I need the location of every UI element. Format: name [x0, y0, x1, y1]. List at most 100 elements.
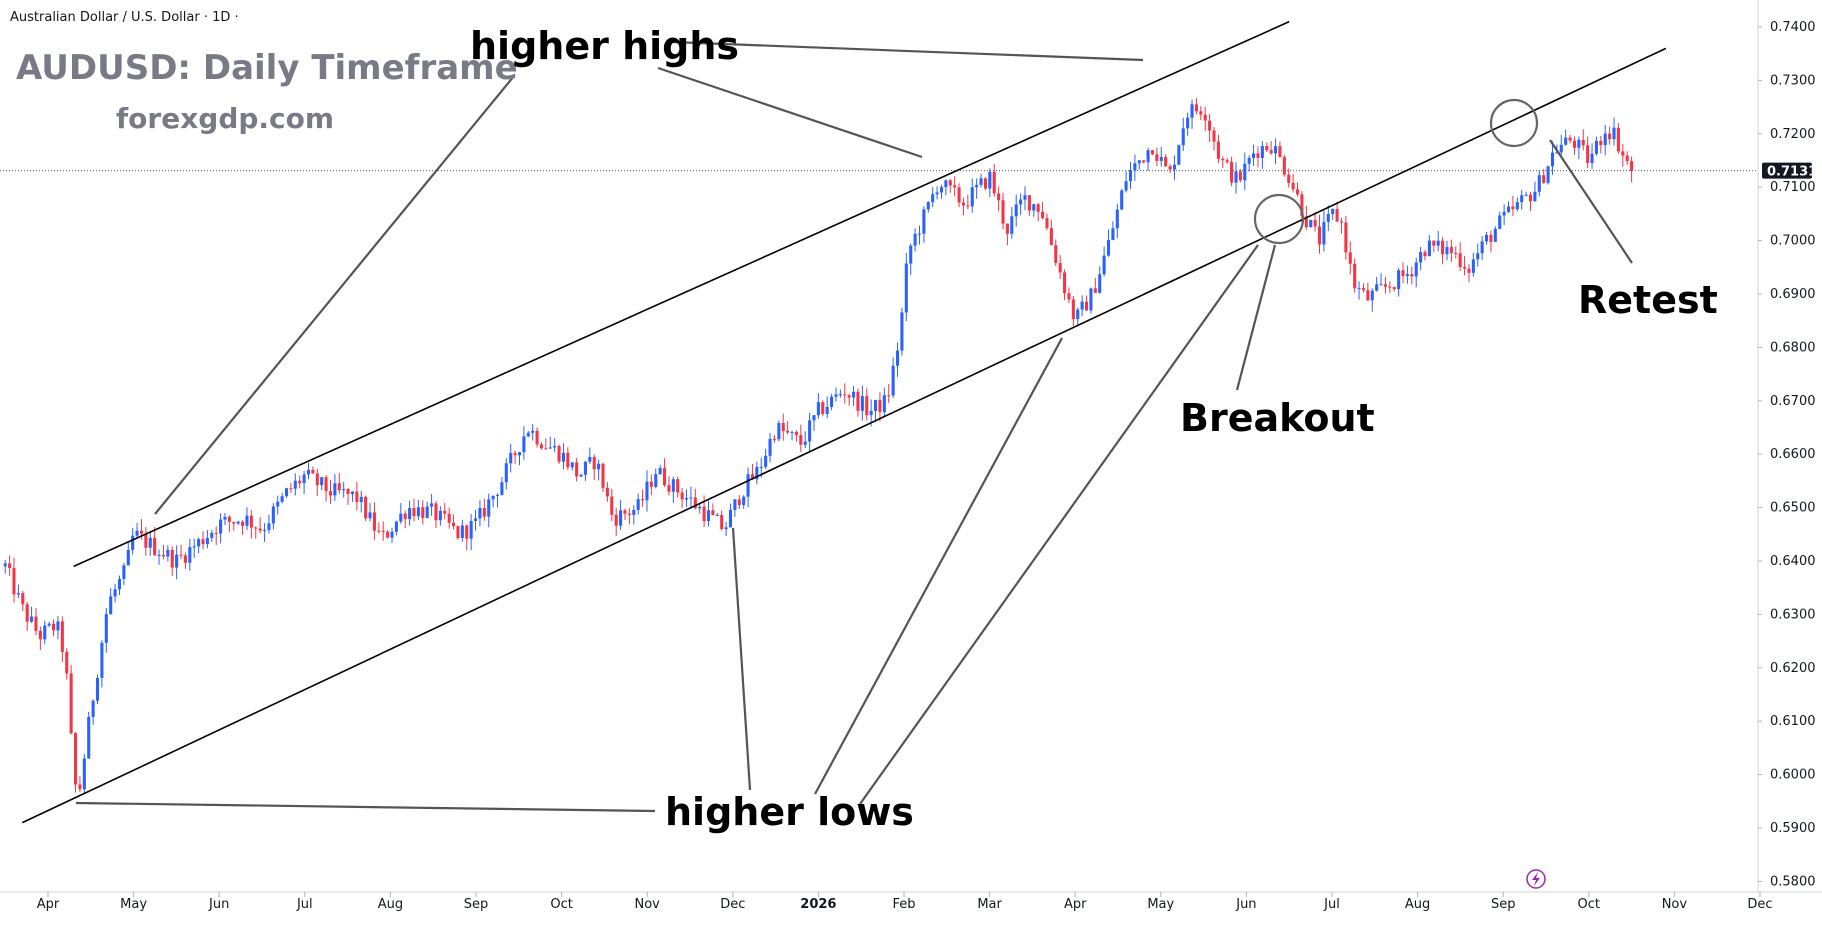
candle-body [1383, 284, 1387, 287]
x-tick-label: Nov [1662, 897, 1688, 912]
candle-body [1128, 170, 1133, 182]
candle-body [957, 187, 961, 203]
candle-body [82, 758, 86, 790]
candle-body [399, 513, 403, 522]
candle-body [728, 509, 733, 528]
candle-body [1014, 204, 1018, 217]
candle-body [1282, 157, 1286, 175]
candle-body [1326, 213, 1330, 222]
candle-body [654, 474, 658, 487]
candle-body [1278, 146, 1282, 158]
candle-body [280, 496, 284, 502]
y-tick-label: 0.6600 [1770, 447, 1816, 462]
candle-body [975, 184, 979, 188]
candle-body [772, 438, 776, 440]
candle-body [328, 491, 333, 496]
highlight-circles [1253, 98, 1539, 245]
x-axis-area [0, 892, 1822, 925]
candle-body [922, 209, 926, 234]
retest-circle [1489, 98, 1539, 148]
candle-body [1388, 286, 1392, 288]
candle-body [1463, 266, 1467, 269]
higher-lows-pointer [75, 801, 656, 813]
candle-body [289, 488, 293, 490]
candle-body [1080, 301, 1084, 310]
candle-body [144, 533, 148, 548]
candle-body [372, 512, 376, 531]
candle-body [1084, 301, 1089, 311]
x-tick-label: Feb [892, 897, 915, 912]
candle-body [302, 474, 306, 484]
candle-body [1230, 161, 1234, 183]
candle-body [680, 492, 684, 500]
candle-body [381, 530, 385, 532]
candle-body [465, 525, 469, 539]
candle-body [597, 463, 601, 470]
candle-body [1485, 234, 1489, 242]
candle-body [1405, 274, 1409, 276]
candle-body [1423, 252, 1427, 257]
candle-body [970, 187, 974, 207]
candle-body [1234, 171, 1238, 183]
candle-body [715, 514, 719, 516]
candle-body [1467, 268, 1471, 273]
candle-body [504, 463, 508, 483]
candle-body [917, 233, 922, 235]
candle-body [394, 521, 398, 532]
candle-body [148, 537, 152, 548]
candle-body [750, 474, 755, 480]
candle-body [1322, 221, 1326, 245]
candle-body [1612, 127, 1616, 140]
candle-body [1260, 146, 1264, 158]
higher-highs-label: higher highs [470, 24, 740, 68]
candle-body [627, 513, 631, 515]
candle-body [95, 677, 100, 701]
candle-body [408, 508, 412, 520]
candle-body [1357, 288, 1361, 290]
candle-body [1155, 154, 1159, 161]
lower-trendline [21, 47, 1667, 824]
candle-body [900, 312, 904, 351]
candle-body [988, 171, 992, 189]
candle-body [232, 521, 236, 524]
candle-body [781, 423, 785, 432]
candle-body [1616, 127, 1620, 152]
y-tick-label: 0.5900 [1770, 821, 1816, 836]
x-tick-label: May [120, 897, 147, 912]
symbol-header[interactable]: Australian Dollar / U.S. Dollar · 1D · [10, 10, 239, 25]
candle-body [1032, 204, 1036, 211]
candle-body [895, 350, 900, 366]
candle-body [1449, 247, 1453, 253]
y-tick-label: 0.7400 [1770, 20, 1816, 35]
candle-body [34, 616, 38, 631]
candle-body [456, 526, 460, 538]
candle-body [1256, 153, 1260, 158]
candle-body [684, 498, 689, 500]
candle-body [1313, 219, 1317, 227]
candle-body [702, 506, 706, 521]
candle-body [1489, 234, 1493, 242]
candle-body [1295, 189, 1300, 195]
candle-body [1546, 166, 1550, 183]
candle-body [953, 185, 957, 188]
candle-body [1533, 191, 1537, 202]
candle-body [1401, 270, 1405, 276]
y-tick-label: 0.5800 [1770, 874, 1816, 889]
y-tick-label: 0.6500 [1770, 501, 1816, 516]
candle-body [961, 202, 965, 206]
candle-body [1410, 274, 1414, 277]
candle-body [623, 510, 627, 514]
x-tick-label: Jun [208, 897, 229, 912]
candle-body [320, 477, 324, 486]
candle-body [1168, 166, 1172, 170]
candle-body [544, 448, 548, 450]
candle-body [390, 531, 394, 538]
candle-body [1379, 284, 1383, 286]
candle-body [557, 446, 561, 462]
candle-body [500, 482, 504, 495]
candle-body [517, 452, 522, 456]
candle-body [355, 491, 359, 503]
candle-body [434, 503, 438, 521]
candle-body [935, 192, 939, 195]
